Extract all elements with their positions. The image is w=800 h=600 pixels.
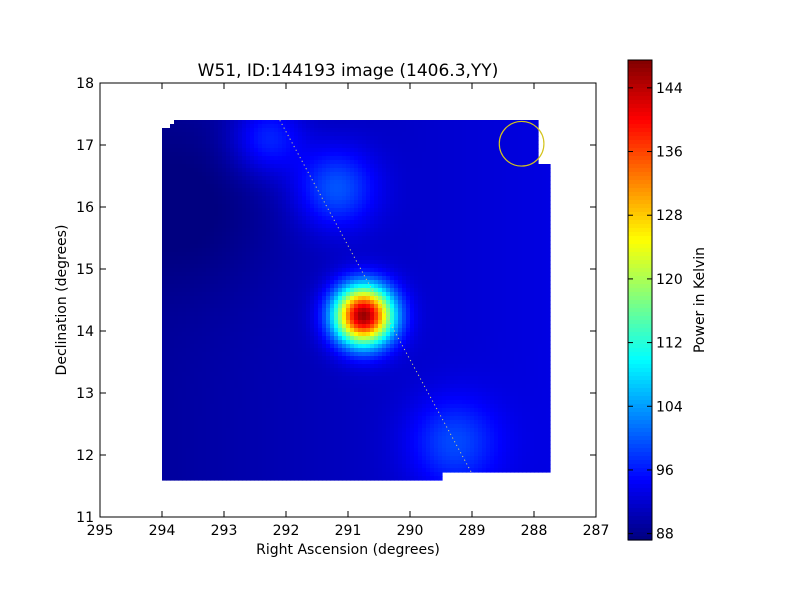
y-axis-label: Declination (degrees): [54, 225, 70, 376]
chart-title: W51, ID:144193 image (1406.3,YY): [198, 61, 499, 81]
y-tick-label: 18: [76, 76, 94, 92]
x-tick-label: 293: [211, 523, 238, 539]
colorbar-tick-label: 104: [656, 399, 683, 415]
colorbar-tick-label: 96: [656, 463, 674, 479]
colorbar-tick-label: 112: [656, 336, 683, 352]
colorbar-tick-label: 128: [656, 208, 683, 224]
y-tick-label: 11: [76, 510, 94, 526]
x-tick-label: 288: [521, 523, 548, 539]
colorbar-tick-label: 144: [656, 81, 683, 97]
colorbar: [628, 60, 652, 541]
y-axis-ticks: 11 12 13 14 15 16 17 18: [76, 76, 596, 526]
heatmap-image: [162, 120, 551, 481]
x-tick-label: 290: [397, 523, 424, 539]
x-tick-label: 291: [335, 523, 362, 539]
colorbar-ticks: 88 96 104 112 120 128 136 144: [628, 81, 683, 543]
x-tick-label: 295: [87, 523, 114, 539]
beam-circle: [498, 120, 545, 167]
x-tick-label: 294: [149, 523, 176, 539]
x-tick-label: 287: [583, 523, 610, 539]
y-tick-label: 13: [76, 386, 94, 402]
y-tick-label: 12: [76, 448, 94, 464]
x-axis-label: Right Ascension (degrees): [256, 542, 440, 558]
x-tick-label: 292: [273, 523, 300, 539]
x-tick-label: 289: [459, 523, 486, 539]
colorbar-tick-label: 136: [656, 145, 683, 161]
colorbar-tick-label: 120: [656, 272, 683, 288]
colorbar-tick-label: 88: [656, 527, 674, 543]
colorbar-frame: [627, 59, 653, 541]
y-tick-label: 17: [76, 138, 94, 154]
y-tick-label: 15: [76, 262, 94, 278]
x-axis-ticks: 295 294 293 292 291 290 289 288 287: [87, 83, 610, 539]
overlays: [279, 119, 545, 474]
colorbar-label: Power in Kelvin: [692, 247, 708, 353]
y-tick-label: 16: [76, 200, 94, 216]
y-tick-label: 14: [76, 324, 94, 340]
